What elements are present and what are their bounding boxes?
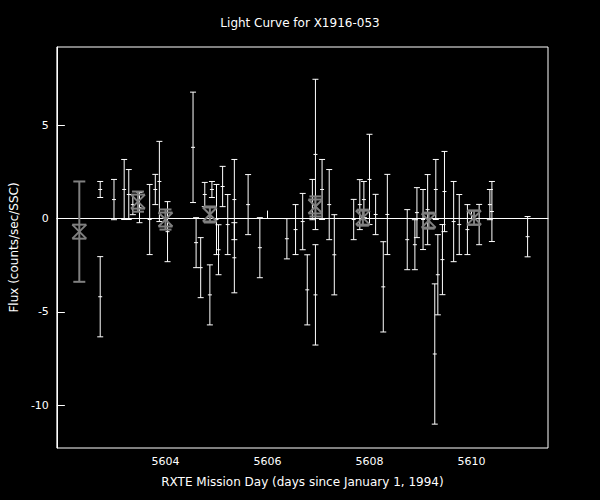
svg-text:5608: 5608 (355, 455, 383, 468)
svg-text:Flux (counts/sec/SSC): Flux (counts/sec/SSC) (7, 182, 21, 312)
svg-text:RXTE Mission Day (days since J: RXTE Mission Day (days since January 1, … (161, 475, 443, 489)
svg-text:5606: 5606 (253, 455, 281, 468)
svg-text:5604: 5604 (151, 455, 179, 468)
svg-text:Light Curve for X1916-053: Light Curve for X1916-053 (220, 16, 379, 30)
svg-text:5610: 5610 (457, 455, 485, 468)
svg-text:5: 5 (42, 119, 49, 132)
svg-text:-10: -10 (31, 399, 49, 412)
svg-text:-5: -5 (38, 305, 49, 318)
svg-text:0: 0 (42, 212, 49, 225)
